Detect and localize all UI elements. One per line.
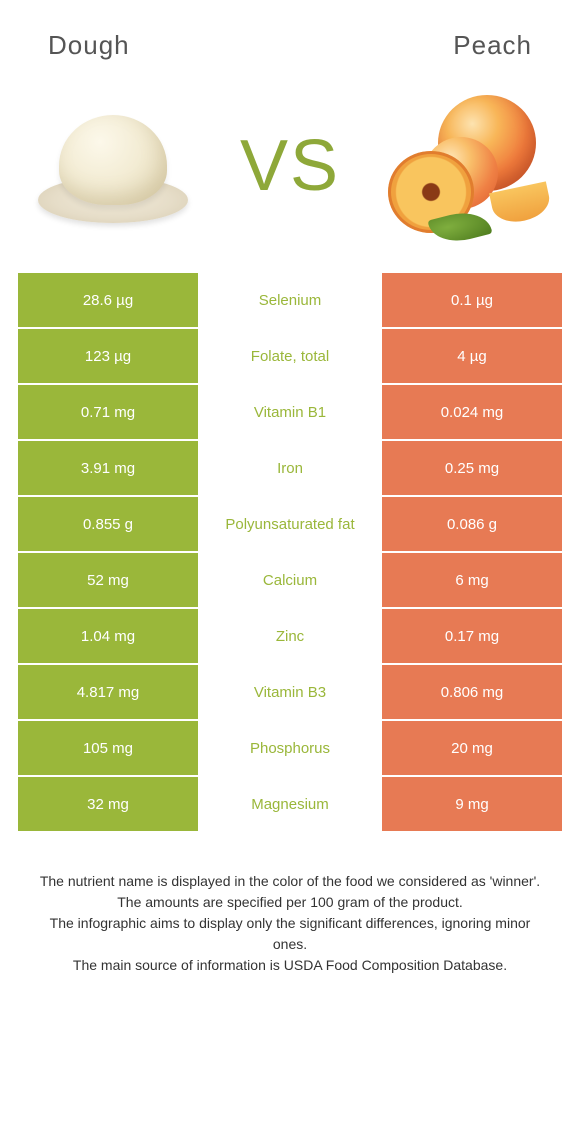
vs-label: VS — [240, 125, 340, 207]
table-row: 52 mgCalcium6 mg — [18, 553, 562, 609]
right-value: 9 mg — [382, 777, 562, 831]
table-row: 3.91 mgIron0.25 mg — [18, 441, 562, 497]
table-row: 32 mgMagnesium9 mg — [18, 777, 562, 833]
left-food-image — [28, 91, 198, 241]
right-value: 0.086 g — [382, 497, 562, 551]
dough-icon — [38, 101, 188, 231]
left-value: 28.6 µg — [18, 273, 198, 327]
table-row: 28.6 µgSelenium0.1 µg — [18, 273, 562, 329]
nutrient-label: Vitamin B1 — [198, 385, 382, 439]
comparison-table: 28.6 µgSelenium0.1 µg123 µgFolate, total… — [18, 271, 562, 833]
nutrient-label: Iron — [198, 441, 382, 495]
header-titles: Dough Peach — [18, 20, 562, 81]
left-value: 0.71 mg — [18, 385, 198, 439]
table-row: 1.04 mgZinc0.17 mg — [18, 609, 562, 665]
footer-line: The amounts are specified per 100 gram o… — [36, 892, 544, 913]
table-row: 0.855 gPolyunsaturated fat0.086 g — [18, 497, 562, 553]
table-row: 4.817 mgVitamin B30.806 mg — [18, 665, 562, 721]
right-value: 0.17 mg — [382, 609, 562, 663]
left-value: 4.817 mg — [18, 665, 198, 719]
right-food-image — [382, 91, 552, 241]
left-value: 3.91 mg — [18, 441, 198, 495]
left-value: 0.855 g — [18, 497, 198, 551]
right-value: 0.1 µg — [382, 273, 562, 327]
right-value: 20 mg — [382, 721, 562, 775]
table-row: 0.71 mgVitamin B10.024 mg — [18, 385, 562, 441]
left-value: 52 mg — [18, 553, 198, 607]
footer-note: The nutrient name is displayed in the co… — [18, 833, 562, 976]
nutrient-label: Folate, total — [198, 329, 382, 383]
table-row: 123 µgFolate, total4 µg — [18, 329, 562, 385]
footer-line: The main source of information is USDA F… — [36, 955, 544, 976]
right-value: 0.25 mg — [382, 441, 562, 495]
left-value: 32 mg — [18, 777, 198, 831]
left-value: 1.04 mg — [18, 609, 198, 663]
right-food-title: Peach — [453, 30, 532, 61]
left-value: 105 mg — [18, 721, 198, 775]
nutrient-label: Phosphorus — [198, 721, 382, 775]
footer-line: The nutrient name is displayed in the co… — [36, 871, 544, 892]
peach-icon — [382, 91, 552, 241]
right-value: 4 µg — [382, 329, 562, 383]
footer-line: The infographic aims to display only the… — [36, 913, 544, 955]
left-value: 123 µg — [18, 329, 198, 383]
right-value: 6 mg — [382, 553, 562, 607]
nutrient-label: Calcium — [198, 553, 382, 607]
nutrient-label: Magnesium — [198, 777, 382, 831]
right-value: 0.024 mg — [382, 385, 562, 439]
right-value: 0.806 mg — [382, 665, 562, 719]
nutrient-label: Vitamin B3 — [198, 665, 382, 719]
left-food-title: Dough — [48, 30, 130, 61]
hero-row: VS — [18, 81, 562, 271]
nutrient-label: Selenium — [198, 273, 382, 327]
nutrient-label: Zinc — [198, 609, 382, 663]
nutrient-label: Polyunsaturated fat — [198, 497, 382, 551]
table-row: 105 mgPhosphorus20 mg — [18, 721, 562, 777]
